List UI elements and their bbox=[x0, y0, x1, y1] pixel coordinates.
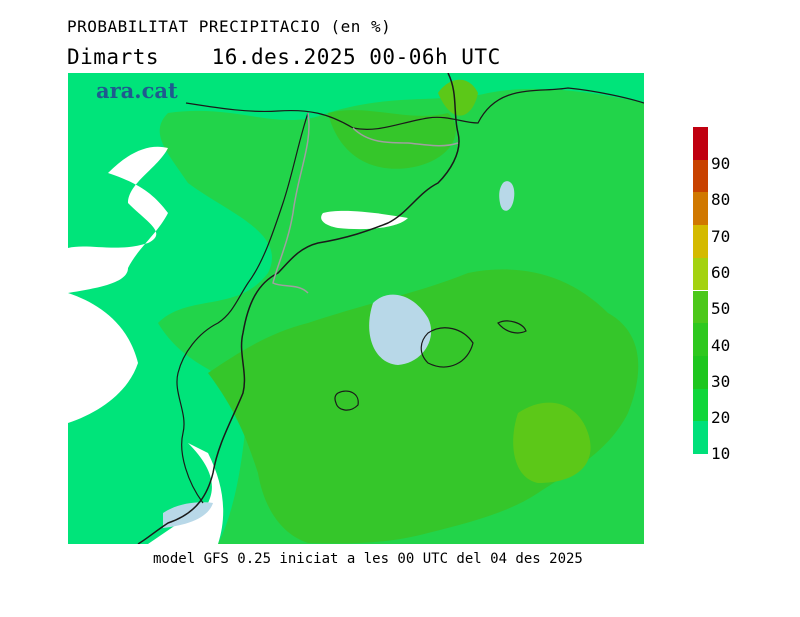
legend-label: 30 bbox=[711, 372, 731, 391]
legend-label: 70 bbox=[711, 227, 731, 246]
northern-border bbox=[185, 87, 644, 130]
legend-label: 90 bbox=[711, 154, 731, 173]
legend-label: 80 bbox=[711, 190, 731, 209]
legend-swatch bbox=[693, 388, 708, 422]
island-2 bbox=[334, 390, 359, 411]
lake-2 bbox=[499, 181, 515, 211]
legend-swatch bbox=[693, 225, 708, 258]
field-30b bbox=[328, 110, 456, 169]
legend-label: 20 bbox=[711, 408, 731, 427]
field-40b bbox=[438, 79, 478, 116]
internal-border bbox=[272, 112, 459, 294]
field-white-2 bbox=[68, 293, 138, 423]
legend-swatch bbox=[693, 290, 708, 324]
map-title: PROBABILITAT PRECIPITACIO (en %) bbox=[67, 17, 392, 36]
lake-3 bbox=[163, 502, 213, 528]
field-white-4 bbox=[148, 443, 224, 544]
lake-1 bbox=[369, 294, 432, 365]
legend-swatch bbox=[693, 159, 708, 193]
legend-swatch bbox=[693, 355, 708, 389]
island-3 bbox=[497, 320, 527, 334]
model-footer: model GFS 0.25 iniciat a les 00 UTC del … bbox=[153, 551, 583, 567]
field-40 bbox=[513, 402, 591, 483]
legend-swatch bbox=[693, 192, 708, 226]
color-legend bbox=[693, 127, 708, 454]
field-white-3 bbox=[321, 210, 408, 230]
map-subtitle: Dimarts 16.des.2025 00-06h UTC bbox=[67, 45, 501, 69]
precipitation-map bbox=[68, 73, 644, 544]
island-1 bbox=[420, 327, 474, 368]
legend-label: 50 bbox=[711, 299, 731, 318]
legend-label: 10 bbox=[711, 444, 731, 463]
brand-logo[interactable]: ara.cat bbox=[96, 78, 178, 103]
legend-swatch bbox=[693, 257, 708, 291]
field-white-1 bbox=[68, 146, 168, 293]
legend-label: 60 bbox=[711, 263, 731, 282]
legend-swatch bbox=[693, 127, 708, 160]
legend-swatch bbox=[693, 421, 708, 454]
coastline bbox=[137, 73, 460, 544]
legend-label: 40 bbox=[711, 336, 731, 355]
legend-swatch bbox=[693, 323, 708, 356]
western-border bbox=[176, 112, 309, 504]
